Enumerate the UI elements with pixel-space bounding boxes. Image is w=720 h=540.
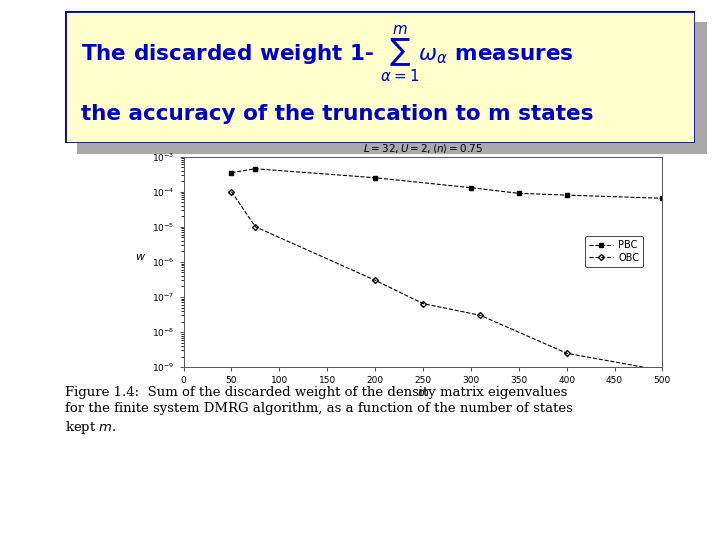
OBC xyxy=(251,224,260,230)
Text: The discarded weight 1- $\sum^{m}_{\alpha=1}\omega_{\alpha}$ measures: The discarded weight 1- $\sum^{m}_{\alph… xyxy=(81,23,573,84)
PBC xyxy=(658,195,667,201)
OBC xyxy=(562,350,571,356)
OBC xyxy=(658,367,667,374)
Text: Figure 1.4:  Sum of the discarded weight of the density matrix eigenvalues: Figure 1.4: Sum of the discarded weight … xyxy=(65,386,567,399)
Text: the accuracy of the truncation to m states: the accuracy of the truncation to m stat… xyxy=(81,104,593,124)
PBC xyxy=(514,190,523,197)
Line: OBC: OBC xyxy=(230,190,665,373)
PBC xyxy=(371,174,379,181)
OBC xyxy=(476,312,485,319)
Line: PBC: PBC xyxy=(230,167,665,200)
X-axis label: $m$: $m$ xyxy=(417,388,429,398)
PBC xyxy=(562,192,571,198)
Text: for the finite system DMRG algorithm, as a function of the number of states: for the finite system DMRG algorithm, as… xyxy=(65,402,572,415)
Text: kept $m$.: kept $m$. xyxy=(65,418,117,435)
Legend: PBC, OBC: PBC, OBC xyxy=(585,236,643,267)
OBC xyxy=(419,300,428,307)
Y-axis label: $w$: $w$ xyxy=(135,252,146,262)
Title: $L = 32, U = 2, \langle n \rangle = 0.75$: $L = 32, U = 2, \langle n \rangle = 0.75… xyxy=(363,143,483,156)
PBC xyxy=(228,170,236,176)
PBC xyxy=(467,185,475,191)
OBC xyxy=(228,188,236,195)
PBC xyxy=(251,166,260,172)
OBC xyxy=(371,277,379,284)
